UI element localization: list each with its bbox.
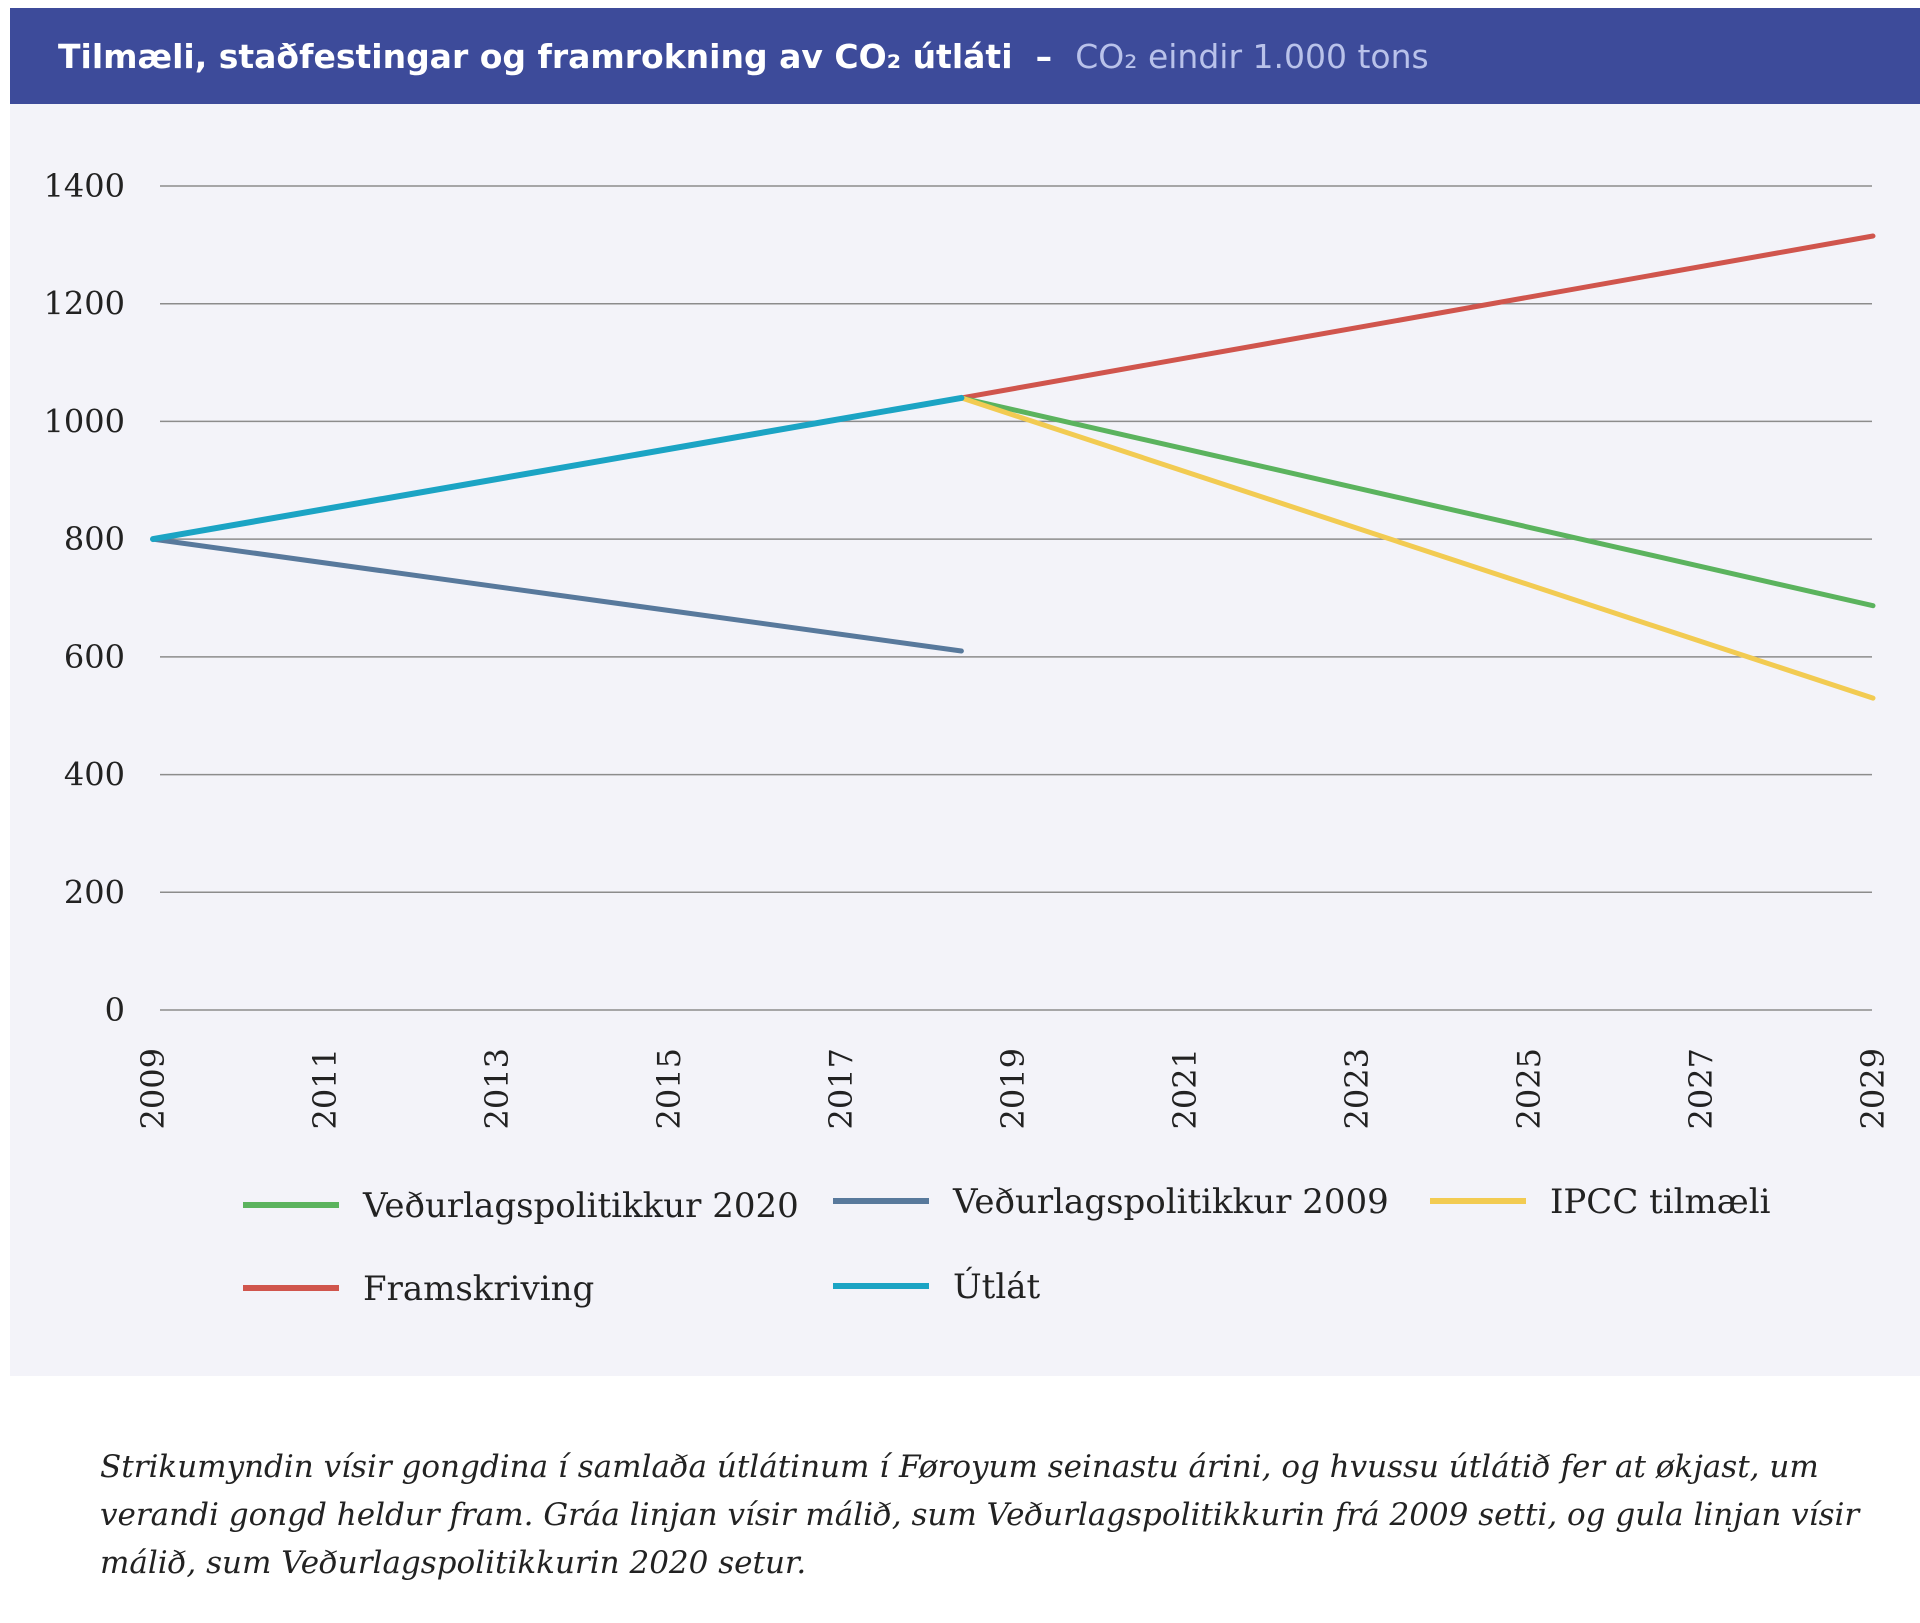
series-line-framskriving <box>958 233 1876 401</box>
x-tick-label: 2027 <box>1682 1048 1720 1129</box>
chart-subtitle: CO₂ eindir 1.000 tons <box>1075 36 1429 76</box>
x-tick-label: 2013 <box>478 1048 516 1129</box>
chart-panel: 0 200 400 600 800 1000 1200 1400 2009 2011 2013 20… <box>10 8 1920 1376</box>
legend-label: Útlát <box>953 1266 1040 1307</box>
y-tick-label: 0 <box>105 991 125 1029</box>
title-bar: Tilmæli, staðfestingar og framrokning av… <box>10 8 1920 104</box>
x-tick-label: 2009 <box>134 1048 172 1129</box>
legend-label: IPCC tilmæli <box>1550 1182 1771 1222</box>
series-line-u-tla-t <box>150 394 965 543</box>
chart-title: Tilmæli, staðfestingar og framrokning av… <box>58 36 1013 76</box>
x-tick-label: 2015 <box>650 1048 688 1129</box>
x-tick-label: 2011 <box>306 1048 344 1129</box>
y-tick-label: 1400 <box>44 167 125 205</box>
series-line-ipcc-tilm-li <box>958 395 1876 701</box>
x-tick-label: 2021 <box>1166 1048 1204 1129</box>
x-tick-label: 2025 <box>1510 1048 1548 1129</box>
y-tick-label: 600 <box>64 638 125 676</box>
y-tick-label: 1000 <box>44 402 125 440</box>
x-axis-ticks: 2009 2011 2013 2015 2017 2019 2021 2023 2025 2027… <box>134 1048 1892 1129</box>
y-tick-label: 1200 <box>44 285 125 323</box>
x-tick-label: 2023 <box>1338 1048 1376 1129</box>
title-separator: – <box>1035 36 1053 76</box>
y-axis-ticks: 0 200 400 600 800 1000 1200 1400 <box>44 167 125 1029</box>
legend: Veðurlagspolitikkur 2020 Veðurlagspolitik… <box>243 1182 1771 1309</box>
legend-label: Veðurlagspolitikkur 2020 <box>362 1186 799 1226</box>
y-tick-label: 400 <box>64 756 125 794</box>
gridlines <box>160 185 1872 1011</box>
legend-label: Veðurlagspolitikkur 2009 <box>952 1182 1389 1222</box>
x-tick-label: 2029 <box>1854 1048 1892 1129</box>
figure-caption: Strikumyndin vísir gongdina í samlaða út… <box>100 1449 1860 1581</box>
legend-label: Framskriving <box>363 1269 594 1309</box>
x-tick-label: 2019 <box>994 1048 1032 1129</box>
series-lines <box>150 233 1876 701</box>
x-tick-label: 2017 <box>822 1048 860 1129</box>
series-line-ve-urlagspolitikkur-2020 <box>958 395 1876 609</box>
y-tick-label: 200 <box>64 873 125 911</box>
series-line-ve-urlagspolitikkur-2009 <box>150 536 964 654</box>
y-tick-label: 800 <box>64 520 125 558</box>
